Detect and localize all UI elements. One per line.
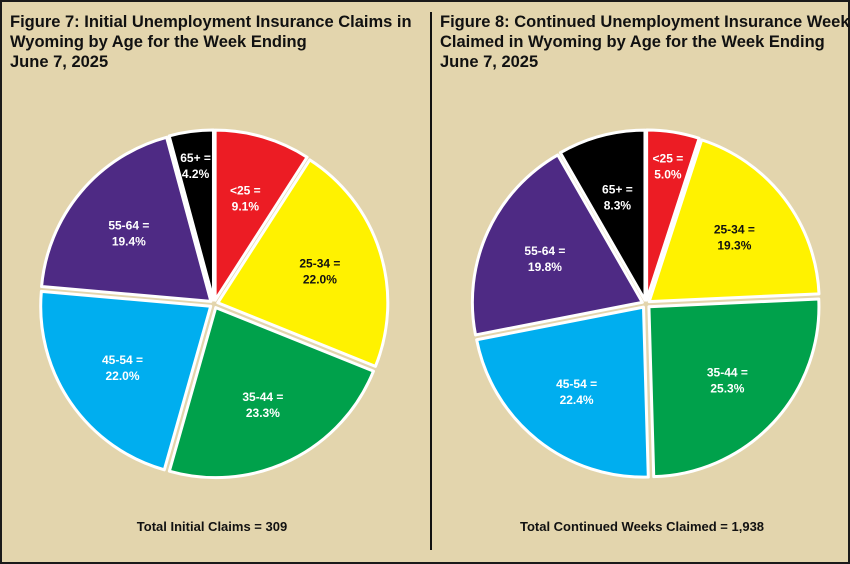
slice-value-0: 9.1% <box>232 199 260 213</box>
slice-label-1: 25-34 = <box>299 256 340 270</box>
pie-slice-25 <box>645 128 701 302</box>
pie-slice-2534 <box>647 138 821 304</box>
figure-8-total: Total Continued Weeks Claimed = 1,938 <box>519 519 765 534</box>
slice-value-3: 22.4% <box>560 393 594 407</box>
pie-slice-65 <box>558 128 647 302</box>
figure-8-title: Figure 8: Continued Unemployment Insuran… <box>440 12 850 72</box>
figure-8-pie-chart: <25 = 5.0% 25-34 = 19.3% 35-44 = 25.3% 45-54 =… <box>470 128 821 479</box>
slice-value-2: 25.3% <box>710 382 744 396</box>
slice-label-3: 45-54 = <box>102 353 143 367</box>
slice-label-1: 25-34 = <box>714 223 755 237</box>
slice-value-1: 19.3% <box>717 239 751 253</box>
slice-value-1: 22.0% <box>303 272 337 286</box>
figure-7-panel: Figure 7: Initial Unemployment Insurance… <box>2 2 422 562</box>
slice-label-4: 55-64 = <box>524 244 565 258</box>
pie-slice-65 <box>167 128 215 302</box>
slice-label-2: 35-44 = <box>707 366 748 380</box>
figure-7-total: Total Initial Claims = 309 <box>136 519 288 534</box>
slice-label-3: 45-54 = <box>556 377 597 391</box>
figure-7-title: Figure 7: Initial Unemployment Insurance… <box>10 12 415 72</box>
pie-slice-5564 <box>40 135 213 303</box>
slice-label-5: 65+ = <box>180 151 211 165</box>
slice-value-0: 5.0% <box>654 168 682 182</box>
pie-slice-4554 <box>475 305 650 479</box>
slice-label-0: <25 = <box>230 183 261 197</box>
pie-slice-4554 <box>39 289 213 472</box>
slice-label-5: 65+ = <box>602 183 633 197</box>
slice-value-4: 19.4% <box>112 235 146 249</box>
pie-slice-25 <box>213 128 309 302</box>
slice-label-2: 35-44 = <box>242 390 283 404</box>
slice-value-5: 8.3% <box>604 199 632 213</box>
slice-value-2: 23.3% <box>246 406 280 420</box>
figure-7-pie-chart: <25 = 9.1% 25-34 = 22.0% 35-44 = 23.3% 45-54 =… <box>39 128 390 480</box>
figure-7-title-line-1: Figure 7: Initial Unemployment Insurance… <box>10 13 412 31</box>
slice-value-5: 4.2% <box>182 167 210 181</box>
pie-slice-5564 <box>470 153 644 337</box>
pie-slice-2534 <box>216 158 390 368</box>
figure-8-title-line-3: June 7, 2025 <box>440 53 539 71</box>
slice-value-3: 22.0% <box>105 369 139 383</box>
pie-slice-3544 <box>647 297 821 479</box>
slice-value-4: 19.8% <box>528 260 562 274</box>
figure-7-title-line-2: Wyoming by Age for the Week Ending <box>10 33 307 51</box>
figure-8-panel: Figure 8: Continued Unemployment Insuran… <box>432 2 850 562</box>
slice-label-0: <25 = <box>653 152 684 166</box>
slice-label-4: 55-64 = <box>108 219 149 233</box>
figure-8-title-line-1: Figure 8: Continued Unemployment Insuran… <box>440 13 850 31</box>
figure-7-title-line-3: June 7, 2025 <box>10 53 109 71</box>
panel-divider <box>430 12 432 550</box>
pie-slice-3544 <box>167 306 375 480</box>
figure-8-title-line-2: Claimed in Wyoming by Age for the Week E… <box>440 33 825 51</box>
